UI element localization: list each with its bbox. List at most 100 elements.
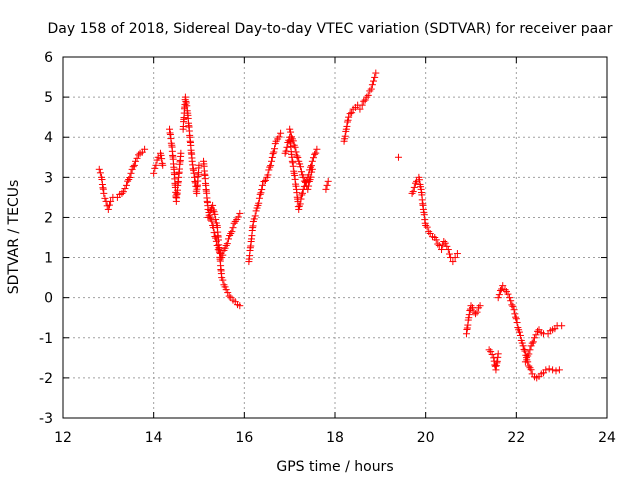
data-series <box>95 69 566 382</box>
data-point <box>157 151 165 159</box>
data-point <box>289 137 297 145</box>
data-point <box>552 367 560 375</box>
x-tick-label: 16 <box>235 430 253 446</box>
data-point <box>506 294 514 302</box>
data-point <box>465 311 473 319</box>
data-point <box>105 201 113 209</box>
data-point <box>358 101 366 109</box>
data-point <box>445 250 453 258</box>
data-point <box>256 190 264 198</box>
data-point <box>95 165 103 173</box>
data-point <box>298 191 306 199</box>
data-point <box>523 354 531 362</box>
data-point <box>282 147 290 155</box>
data-point <box>119 188 127 196</box>
data-point <box>255 199 263 207</box>
y-tick-label: 5 <box>44 90 53 106</box>
data-point <box>312 149 320 157</box>
data-point <box>305 182 313 190</box>
data-point <box>313 145 321 153</box>
data-point <box>261 176 269 184</box>
data-point <box>410 183 418 191</box>
data-point <box>307 173 315 181</box>
data-point <box>124 177 132 185</box>
data-point <box>121 185 129 193</box>
data-point <box>408 189 416 197</box>
data-point <box>519 342 527 350</box>
data-point <box>151 164 159 172</box>
data-point <box>444 246 452 254</box>
x-tick-label: 18 <box>326 430 344 446</box>
data-point <box>309 154 317 162</box>
data-point <box>367 85 375 93</box>
data-point <box>260 178 268 186</box>
data-point <box>469 304 477 312</box>
data-point <box>297 168 305 176</box>
data-point <box>558 322 566 330</box>
data-point <box>230 219 238 227</box>
data-point <box>130 161 138 169</box>
data-point <box>250 215 258 223</box>
data-point <box>225 292 233 300</box>
data-point <box>528 339 536 347</box>
data-point <box>440 238 448 246</box>
data-point <box>268 157 276 165</box>
data-point <box>549 366 557 374</box>
data-point <box>423 223 431 231</box>
data-point <box>425 228 433 236</box>
data-point <box>268 153 276 161</box>
data-point <box>299 189 307 197</box>
data-point <box>364 91 372 99</box>
y-tick-label: 0 <box>44 291 53 307</box>
data-point <box>223 240 231 248</box>
data-point <box>129 163 137 171</box>
data-point <box>210 229 218 237</box>
data-point <box>371 73 379 81</box>
data-point <box>370 77 378 85</box>
data-point <box>308 157 316 165</box>
data-point <box>257 189 265 197</box>
data-point <box>356 105 364 113</box>
data-point <box>372 69 380 77</box>
data-point <box>127 169 135 177</box>
data-point <box>286 125 294 133</box>
x-axis: 12 14 16 18 20 22 24 <box>54 57 616 446</box>
data-point <box>512 315 520 323</box>
data-point <box>498 285 506 293</box>
data-point <box>258 186 266 194</box>
data-point <box>177 149 185 157</box>
x-tick-label: 20 <box>417 430 435 446</box>
data-point <box>266 163 274 171</box>
data-point <box>507 297 515 305</box>
x-tick-label: 22 <box>507 430 525 446</box>
data-point <box>141 145 149 153</box>
data-point <box>209 201 217 209</box>
data-point <box>494 294 502 302</box>
data-point <box>525 362 533 370</box>
data-point <box>96 169 104 177</box>
data-point <box>311 150 319 158</box>
data-point <box>270 148 278 156</box>
data-point <box>222 286 230 294</box>
data-point <box>520 345 528 353</box>
data-point <box>101 194 109 202</box>
data-point <box>361 96 369 104</box>
data-point <box>236 209 244 217</box>
data-point <box>499 282 507 290</box>
data-point <box>107 197 115 205</box>
data-point <box>432 236 440 244</box>
data-point <box>533 327 541 335</box>
data-point <box>411 179 419 187</box>
data-point <box>394 153 402 161</box>
data-point <box>275 133 283 141</box>
data-point <box>449 258 457 266</box>
data-point <box>291 143 299 151</box>
data-point <box>360 97 368 105</box>
data-point <box>344 116 352 124</box>
data-point <box>277 129 285 137</box>
data-point <box>264 171 272 179</box>
data-point <box>510 306 518 314</box>
data-point <box>525 350 533 358</box>
data-point <box>487 348 495 356</box>
